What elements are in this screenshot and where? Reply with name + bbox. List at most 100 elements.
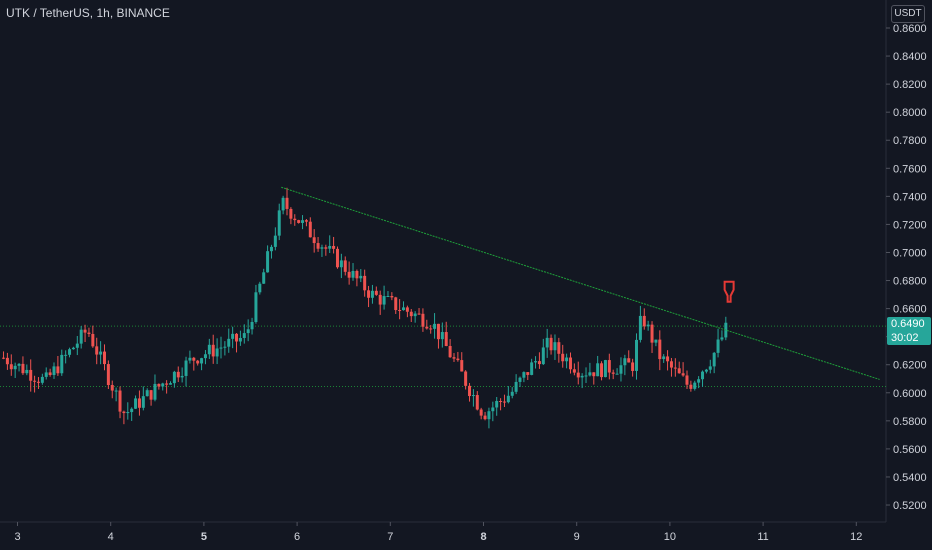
- candle-down: [475, 395, 479, 410]
- candle-up: [238, 337, 242, 342]
- candle-up: [402, 307, 406, 311]
- candle-countdown: 30:02: [891, 332, 919, 344]
- candle-down: [666, 356, 670, 362]
- candle-down: [347, 271, 351, 278]
- candle-up: [654, 339, 658, 343]
- candle-down: [576, 372, 580, 378]
- candle-up: [60, 354, 64, 374]
- candle-up: [693, 382, 697, 389]
- candle-down: [681, 373, 685, 376]
- candle-down: [149, 390, 153, 400]
- candle-up: [169, 383, 173, 385]
- candle-up: [588, 372, 592, 376]
- y-tick-label: 0.6800: [893, 276, 927, 288]
- candle-down: [568, 357, 572, 370]
- candle-down: [343, 260, 347, 272]
- x-tick-label: 7: [387, 531, 393, 543]
- candle-up: [708, 366, 712, 370]
- candle-up: [231, 333, 235, 339]
- x-tick-label: 12: [850, 531, 862, 543]
- candle-up: [635, 339, 639, 371]
- candle-up: [339, 260, 343, 268]
- candle-down: [165, 383, 169, 385]
- candle-down: [479, 409, 483, 416]
- candle-up: [541, 347, 545, 365]
- candle-up: [580, 375, 584, 378]
- candle-up: [134, 398, 138, 409]
- candle-up: [141, 396, 145, 408]
- candle-up: [646, 324, 650, 327]
- candle-up: [716, 339, 720, 353]
- candle-down: [658, 339, 662, 360]
- candle-up: [145, 390, 149, 397]
- descending-trendline[interactable]: [281, 186, 880, 380]
- candle-down: [409, 311, 413, 317]
- candle-down: [436, 323, 440, 340]
- candle-up: [530, 362, 534, 375]
- candle-down: [642, 315, 646, 327]
- candle-up: [328, 245, 332, 249]
- candle-down: [561, 353, 565, 362]
- candle-down: [235, 333, 239, 342]
- axis-unit-label[interactable]: USDT: [891, 5, 925, 23]
- candle-down: [335, 248, 339, 268]
- candle-down: [9, 364, 13, 370]
- candle-up: [219, 347, 223, 349]
- candle-up: [246, 329, 250, 334]
- candle-down: [312, 237, 316, 244]
- candle-down: [421, 313, 425, 327]
- candle-up: [250, 321, 254, 330]
- candle-up: [545, 337, 549, 348]
- y-tick-label: 0.5800: [893, 416, 927, 428]
- candle-up: [615, 373, 619, 375]
- candle-up: [704, 369, 708, 372]
- candle-up: [227, 338, 231, 347]
- y-tick-label: 0.7600: [893, 163, 927, 175]
- candle-up: [301, 220, 305, 223]
- y-tick-label: 0.8200: [893, 79, 927, 91]
- candle-down: [137, 398, 141, 408]
- candle-up: [215, 348, 219, 357]
- candle-down: [367, 290, 371, 298]
- candle-down: [157, 383, 161, 387]
- candle-up: [79, 329, 83, 344]
- candle-down: [33, 380, 37, 382]
- candle-down: [417, 313, 421, 315]
- candle-down: [192, 357, 196, 361]
- candle-down: [537, 361, 541, 365]
- last-price-badge: 0.6490 30:02: [887, 317, 931, 345]
- x-tick-label: 5: [201, 531, 207, 543]
- candle-up: [277, 210, 281, 236]
- candle-down: [631, 362, 635, 371]
- y-tick-label: 0.6000: [893, 388, 927, 400]
- candle-up: [184, 360, 188, 376]
- candle-down: [196, 360, 200, 364]
- candle-down: [627, 358, 631, 363]
- candle-down: [102, 351, 106, 365]
- candle-up: [114, 390, 118, 392]
- candle-down: [36, 381, 40, 383]
- candle-up: [506, 395, 510, 403]
- candle-down: [592, 372, 596, 377]
- pointing-hand-icon: [723, 280, 735, 303]
- candle-up: [266, 251, 270, 273]
- candle-up: [269, 246, 273, 252]
- candle-down: [316, 243, 320, 249]
- candle-down: [91, 333, 95, 347]
- candle-down: [429, 328, 433, 330]
- candle-down: [611, 372, 615, 374]
- candle-down: [48, 372, 52, 375]
- candle-down: [607, 360, 611, 373]
- y-tick-label: 0.8000: [893, 107, 927, 119]
- candle-down: [549, 337, 553, 351]
- candle-down: [456, 358, 460, 361]
- candle-up: [71, 347, 75, 350]
- candle-down: [363, 275, 367, 291]
- candle-up: [254, 292, 258, 322]
- candle-down: [21, 363, 25, 374]
- candle-up: [223, 346, 227, 348]
- candle-down: [118, 390, 122, 412]
- candle-up: [584, 375, 588, 377]
- candle-down: [460, 360, 464, 372]
